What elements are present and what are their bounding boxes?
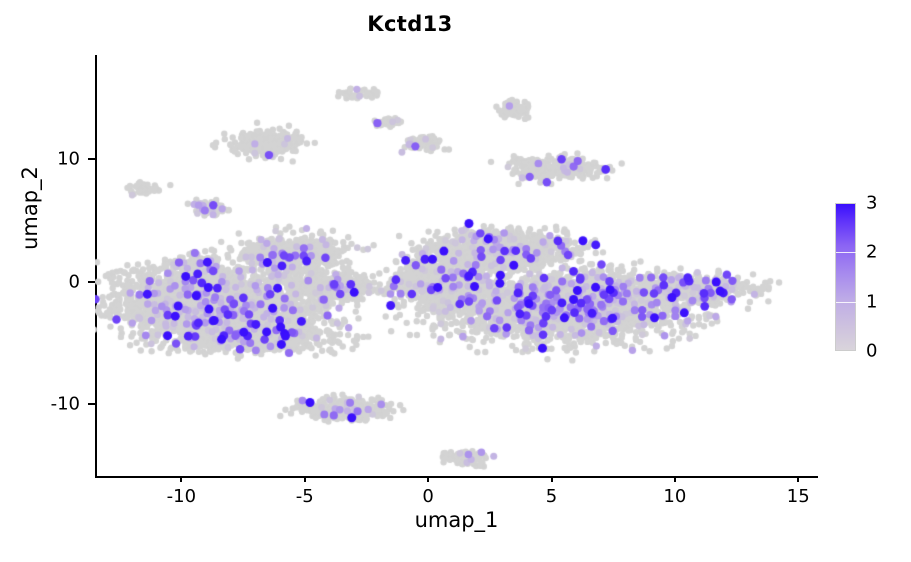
y-axis-label: umap_2 [18, 166, 42, 250]
x-tick-mark [797, 476, 800, 482]
x-tick-label: -5 [295, 486, 314, 507]
y-tick-mark [88, 158, 95, 161]
colorbar-tick-mark [836, 252, 856, 254]
x-tick-mark [427, 476, 430, 482]
colorbar-tick-mark [836, 301, 856, 303]
x-tick-label: 0 [422, 486, 434, 507]
y-tick-mark [88, 280, 95, 283]
colorbar-tick-label: 3 [866, 192, 878, 214]
plot-axes: -10 -5 0 5 10 15 10 0 -10 [51, 55, 818, 507]
y-tick-label: -10 [50, 393, 80, 415]
x-tick-label: 10 [663, 486, 687, 507]
x-tick-mark [550, 476, 553, 482]
y-tick-label: 0 [68, 271, 80, 293]
x-tick-label: -10 [166, 486, 197, 507]
y-tick-mark [88, 403, 95, 406]
colorbar-tick-label: 2 [866, 241, 878, 263]
x-tick-mark [180, 476, 183, 482]
x-tick-mark [673, 476, 676, 482]
colorbar-gradient [835, 203, 856, 351]
colorbar-tick-label: 0 [866, 340, 878, 362]
page-title: Kctd13 [367, 12, 453, 36]
x-tick-label: 5 [545, 486, 558, 507]
x-tick-mark [303, 476, 306, 482]
colorbar [835, 203, 856, 351]
y-tick-label: 10 [57, 148, 80, 170]
scatter-canvas [95, 55, 818, 478]
x-axis-label: umap_1 [414, 508, 499, 532]
colorbar-tick-label: 1 [866, 291, 878, 313]
x-tick-label: 15 [786, 486, 810, 507]
